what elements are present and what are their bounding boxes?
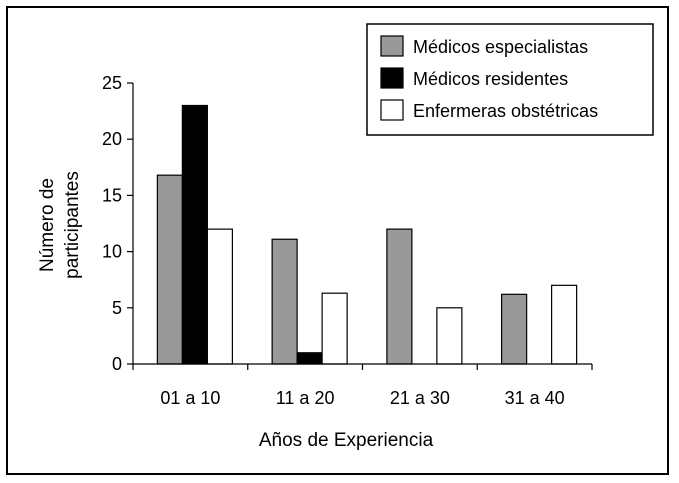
bar-s1-c0	[181, 104, 208, 365]
legend-items: Médicos especialistas Médicos residentes E…	[380, 35, 598, 121]
legend-swatch-0	[380, 35, 404, 57]
legend-label-1: Médicos residentes	[413, 69, 568, 89]
x-tick-label-3: 31 a 40	[505, 388, 565, 408]
y-ticks-group: 0 5 10 15 20 25	[102, 73, 133, 374]
y-tick-label-4: 20	[102, 129, 122, 149]
y-axis-label-line1: Número de	[37, 178, 58, 272]
bar-s2-c0	[206, 228, 233, 365]
bar-s0-c0	[156, 174, 183, 365]
bar-s1-c1	[296, 352, 323, 365]
x-ticks-group: 01 a 10 11 a 20 21 a 30 31 a 40	[132, 364, 593, 408]
bar-s2-c2	[436, 307, 463, 365]
bar-s2-c3	[551, 284, 578, 365]
y-tick-label-5: 25	[102, 73, 122, 93]
y-tick-label-0: 0	[112, 354, 122, 374]
bar-s0-c1	[271, 238, 298, 365]
bar-s0-c2	[386, 228, 413, 365]
legend-label-2: Enfermeras obstétricas	[413, 101, 598, 121]
legend-label-0: Médicos especialistas	[413, 37, 588, 57]
y-tick-label-2: 10	[102, 242, 122, 262]
x-tick-label-2: 21 a 30	[390, 388, 450, 408]
bar-s0-c3	[501, 293, 528, 365]
y-axis-label-line2: participantes	[62, 171, 83, 279]
bar-s2-c1	[321, 292, 348, 365]
y-tick-label-1: 5	[112, 298, 122, 318]
legend-box	[366, 23, 654, 136]
legend: Médicos especialistas Médicos residentes E…	[366, 23, 654, 136]
legend-swatch-2	[380, 99, 404, 121]
bars-group	[156, 104, 578, 365]
y-tick-label-3: 15	[102, 185, 122, 205]
x-tick-label-0: 01 a 10	[160, 388, 220, 408]
legend-swatch-1	[380, 67, 404, 89]
x-axis-label: Años de Experiencia	[259, 430, 434, 451]
x-tick-label-1: 11 a 20	[276, 388, 335, 408]
